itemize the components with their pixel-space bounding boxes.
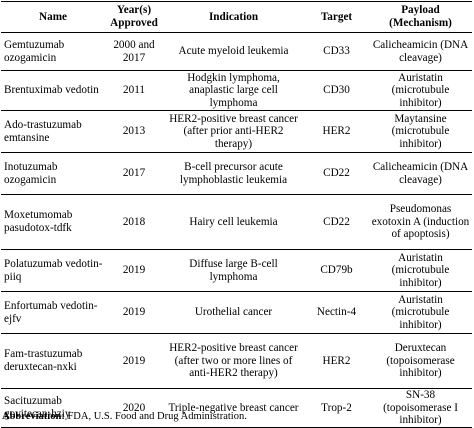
header-indication: Indication (163, 1, 304, 33)
cell-payload: Deruxtecan (topoisomerase inhibitor) (369, 333, 472, 389)
cell-year: 2019 (105, 333, 163, 389)
header-target: Target (304, 1, 369, 33)
cell-name: Ado-trastuzumab emtansine (1, 110, 105, 153)
cell-target: Nectin-4 (304, 291, 369, 334)
cell-name: Moxetumomab pasudotox-tdfk (1, 194, 105, 250)
cell-name: Fam-trastuzumab deruxtecan-nxki (1, 333, 105, 389)
cell-indication: Hairy cell leukemia (163, 194, 304, 250)
cell-payload: Calicheamicin (DNA cleavage) (369, 152, 472, 195)
cell-indication: HER2-positive breast cancer (after two o… (163, 333, 304, 389)
cell-payload: Auristatin (microtubule inhibitor) (369, 70, 472, 111)
cell-year: 2019 (105, 291, 163, 334)
cell-year: 2019 (105, 249, 163, 292)
cell-indication: Urothelial cancer (163, 291, 304, 334)
cell-target: CD33 (304, 32, 369, 71)
cell-payload: Auristatin (microtubule inhibitor) (369, 249, 472, 292)
table-header-row: Name Year(s) Approved Indication Target … (1, 1, 472, 33)
header-payload: Payload (Mechanism) (369, 1, 472, 33)
table-row: Enfortumab vedotin-ejfv 2019 Urothelial … (1, 291, 472, 334)
cell-payload: Auristatin (microtubule inhibitor) (369, 291, 472, 334)
footnote-label: Abbreviation: (2, 411, 65, 422)
cell-name: Brentuximab vedotin (1, 70, 105, 111)
table-row: Fam-trastuzumab deruxtecan-nxki 2019 HER… (1, 333, 472, 389)
header-year: Year(s) Approved (105, 1, 163, 33)
cell-payload: Calicheamicin (DNA cleavage) (369, 32, 472, 71)
cell-year: 2017 (105, 152, 163, 195)
cell-name: Gemtuzumab ozogamicin (1, 32, 105, 71)
cell-indication: HER2-positive breast cancer (after prior… (163, 110, 304, 153)
abbreviation-footnote: Abbreviation: FDA, U.S. Food and Drug Ad… (2, 410, 247, 423)
cell-year: 2011 (105, 70, 163, 111)
cell-year: 2018 (105, 194, 163, 250)
cell-payload: SN-38 (topoisomerase I inhibitor) (369, 388, 472, 428)
header-name: Name (1, 1, 105, 33)
cell-target: Trop-2 (304, 388, 369, 428)
table-row: Inotuzumab ozogamicin 2017 B-cell precur… (1, 152, 472, 195)
cell-indication: Acute myeloid leukemia (163, 32, 304, 71)
table-row: Ado-trastuzumab emtansine 2013 HER2-posi… (1, 110, 472, 153)
table-row: Brentuximab vedotin 2011 Hodgkin lymphom… (1, 70, 472, 111)
cell-indication: B-cell precursor acute lymphoblastic leu… (163, 152, 304, 195)
cell-indication: Hodgkin lymphoma, anaplastic large cell … (163, 70, 304, 111)
cell-payload: Maytansine (microtubule inhibitor) (369, 110, 472, 153)
cell-year: 2013 (105, 110, 163, 153)
cell-target: HER2 (304, 333, 369, 389)
cell-target: CD79b (304, 249, 369, 292)
cell-name: Inotuzumab ozogamicin (1, 152, 105, 195)
table-row: Polatuzumab vedotin-piiq 2019 Diffuse la… (1, 249, 472, 292)
cell-name: Sacituzumab govitecan-hziy (1, 388, 105, 428)
table-row: Moxetumomab pasudotox-tdfk 2018 Hairy ce… (1, 194, 472, 250)
cell-year: 2020 (105, 388, 163, 428)
cell-year: 2000 and 2017 (105, 32, 163, 71)
cell-payload: Pseudomonas exotoxin A (induction of apo… (369, 194, 472, 250)
cell-name: Enfortumab vedotin-ejfv (1, 291, 105, 334)
cell-target: CD30 (304, 70, 369, 111)
cell-target: CD22 (304, 152, 369, 195)
footnote-text: FDA, U.S. Food and Drug Administration. (67, 411, 247, 422)
table-row: Gemtuzumab ozogamicin 2000 and 2017 Acut… (1, 32, 472, 71)
cell-name: Polatuzumab vedotin-piiq (1, 249, 105, 292)
cell-indication: Diffuse large B-cell lymphoma (163, 249, 304, 292)
table-row: Sacituzumab govitecan-hziy 2020 Triple-n… (1, 388, 472, 428)
cell-target: CD22 (304, 194, 369, 250)
cell-target: HER2 (304, 110, 369, 153)
